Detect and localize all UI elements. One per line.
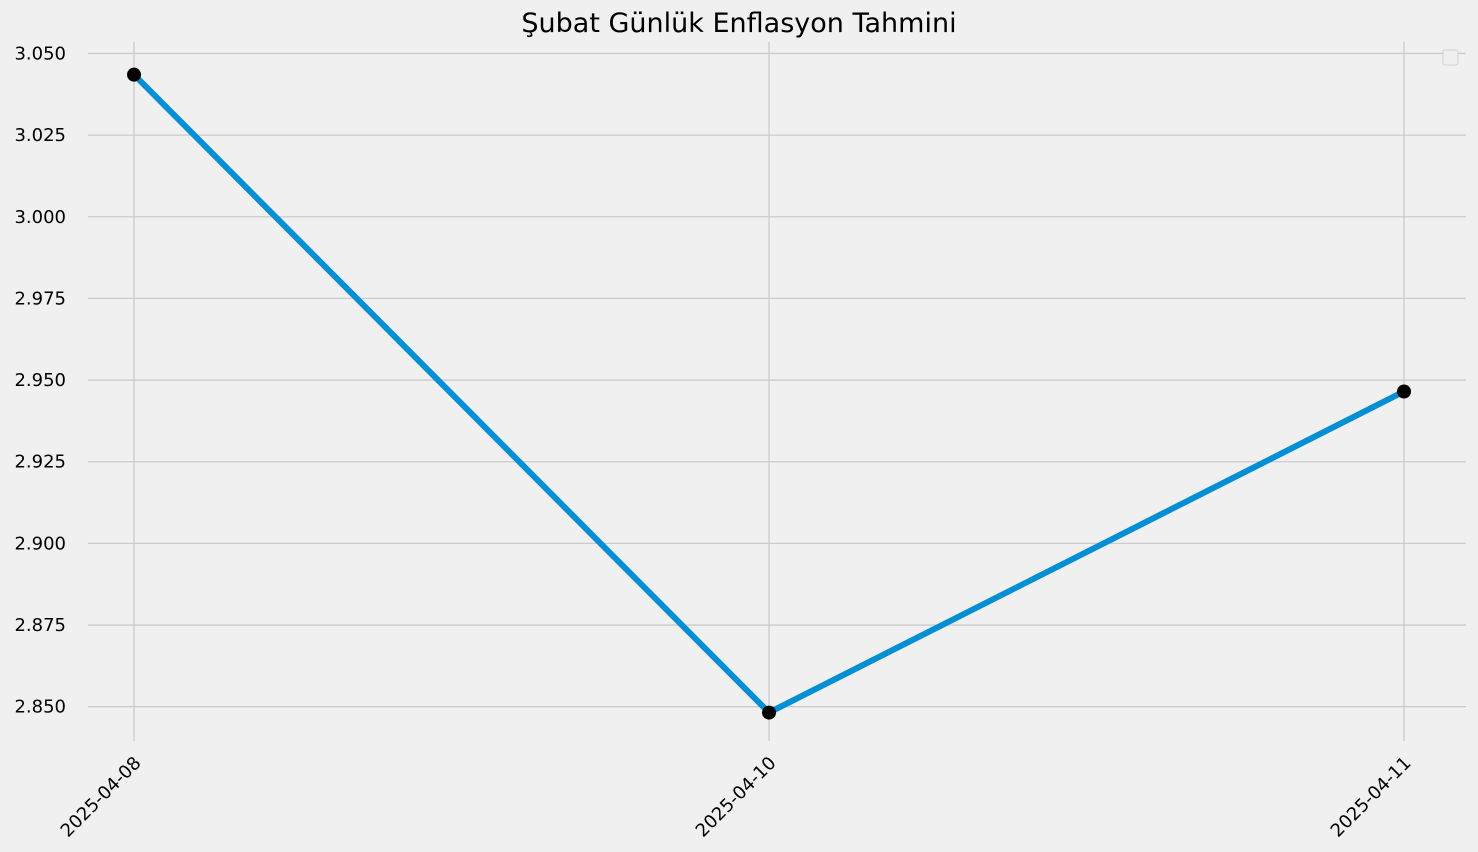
grid-lines xyxy=(88,42,1466,741)
y-tick-label: 2.975 xyxy=(14,288,66,309)
series-layer xyxy=(127,67,1411,720)
y-tick-label: 3.000 xyxy=(14,207,66,228)
y-axis-ticks: 2.850 2.875 2.900 2.925 2.950 2.975 3.000 3.025… xyxy=(14,43,66,717)
data-point-marker xyxy=(762,705,776,720)
chart-title: Şubat Günlük Enflasyon Tahmini xyxy=(521,8,956,39)
data-point-marker xyxy=(1397,384,1411,399)
y-tick-label: 3.025 xyxy=(14,125,66,146)
y-tick-label: 2.875 xyxy=(14,615,66,636)
y-tick-label: 2.850 xyxy=(14,697,66,718)
y-tick-label: 2.900 xyxy=(14,533,66,554)
y-tick-label: 2.925 xyxy=(14,452,66,473)
legend-box xyxy=(1442,49,1459,66)
y-tick-label: 3.050 xyxy=(14,43,66,64)
y-tick-label: 2.950 xyxy=(14,370,66,391)
data-point-marker xyxy=(127,67,141,82)
